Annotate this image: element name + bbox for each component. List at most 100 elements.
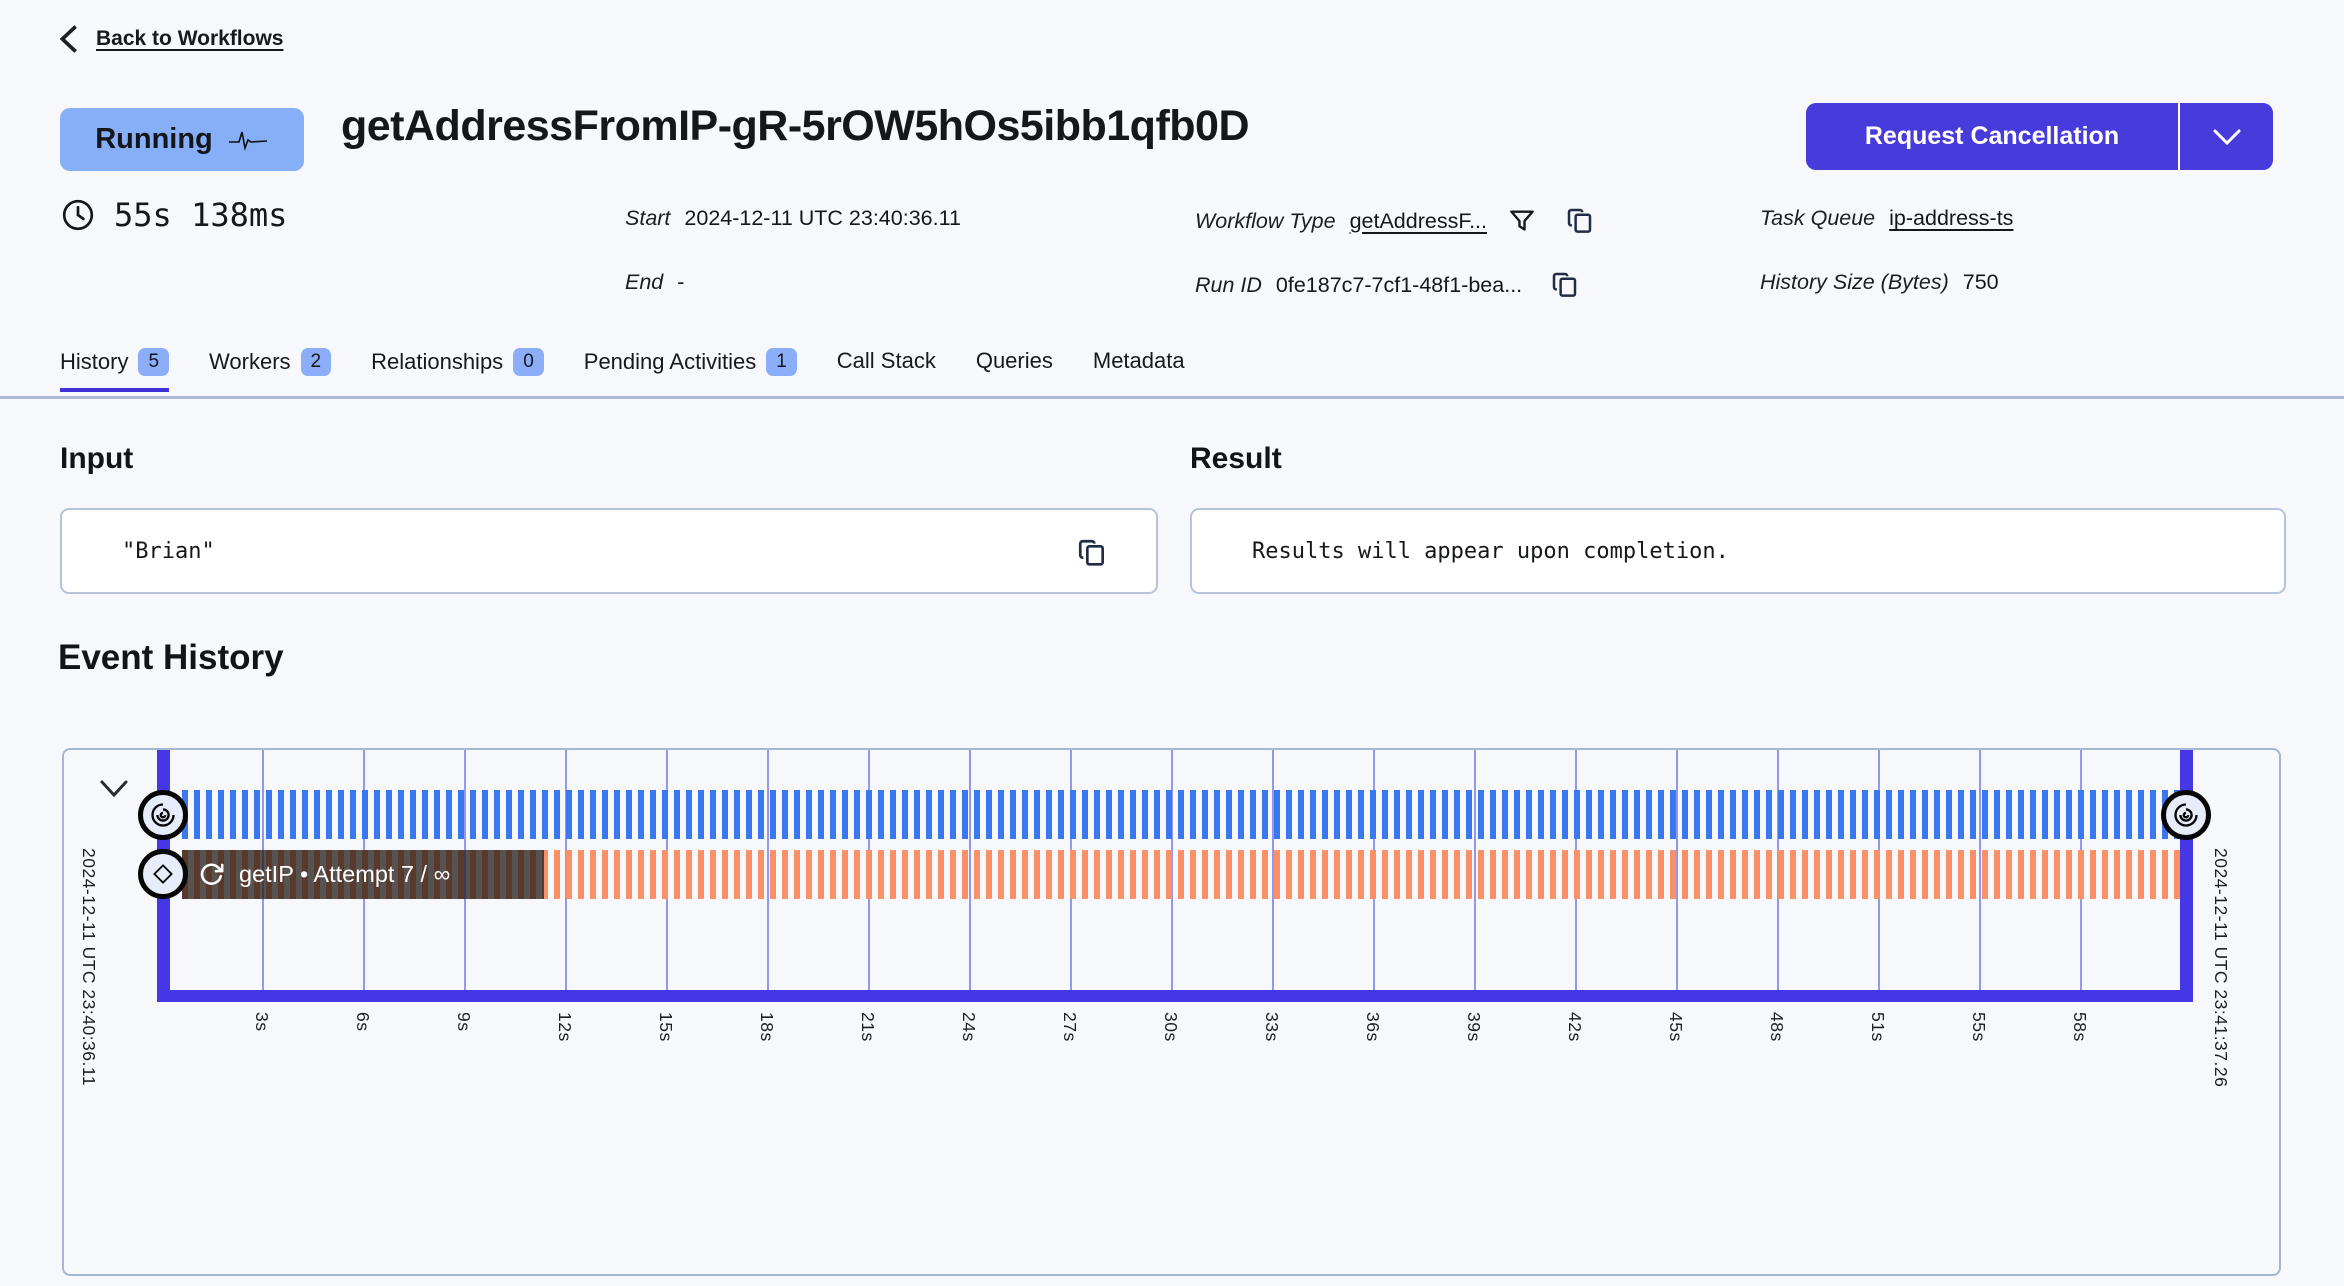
status-label: Running: [95, 123, 213, 155]
tab-call-stack[interactable]: Call Stack: [837, 348, 936, 386]
button-divider: [2178, 103, 2180, 170]
tab-count-badge: 0: [513, 348, 544, 376]
result-heading: Result: [1190, 442, 1282, 475]
end-time-row: End -: [625, 270, 684, 295]
spiral-icon: [151, 803, 175, 827]
cancellation-menu-toggle[interactable]: [2180, 103, 2273, 170]
spiral-icon: [2174, 803, 2198, 827]
axis-tick-label: 3s: [252, 1012, 272, 1032]
input-heading: Input: [60, 442, 134, 475]
end-value: -: [677, 270, 685, 294]
axis-tick-label: 6s: [353, 1012, 373, 1032]
tab-count-badge: 2: [300, 348, 332, 376]
workflow-type-label: Workflow Type: [1195, 208, 1336, 233]
heartbeat-icon: [228, 131, 267, 151]
tab-workers[interactable]: Workers 2: [209, 348, 332, 388]
axis-tick-label: 30s: [1161, 1012, 1181, 1042]
start-time-row: Start 2024-12-11 UTC 23:40:36.11: [625, 206, 961, 231]
event-history-heading: Event History: [58, 638, 284, 677]
activity-label[interactable]: getIP • Attempt 7 / ∞: [182, 850, 544, 899]
tab-label: Relationships: [371, 349, 504, 374]
execution-duration: 55s 138ms: [60, 196, 287, 234]
chevron-down-icon: [100, 780, 128, 798]
history-size-row: History Size (Bytes) 750: [1760, 270, 1999, 295]
chevron-down-icon: [2213, 129, 2240, 145]
copy-input-icon[interactable]: [1076, 537, 1108, 569]
workflow-current-node[interactable]: [2161, 790, 2211, 840]
collapse-timeline-button[interactable]: [98, 778, 130, 805]
tab-queries[interactable]: Queries: [976, 348, 1053, 386]
tab-count-badge: 1: [766, 348, 797, 376]
input-value: "Brian": [122, 538, 215, 564]
axis-tick-label: 51s: [1868, 1012, 1888, 1042]
axis-tick-label: 9s: [454, 1012, 474, 1032]
axis-tick-label: 12s: [555, 1012, 575, 1042]
tab-label: Metadata: [1092, 348, 1185, 373]
tab-pending-activities[interactable]: Pending Activities 1: [584, 348, 797, 388]
workflow-type-link[interactable]: getAddressF...: [1349, 208, 1488, 233]
result-box: Results will appear upon completion.: [1190, 508, 2286, 594]
workflow-start-node[interactable]: [138, 790, 188, 840]
request-cancellation-label[interactable]: Request Cancellation: [1864, 122, 2120, 150]
workflow-type-row: Workflow Type getAddressF...: [1195, 206, 1595, 236]
tabs-row: History 5 Workers 2 Relationships 0 Pending Ac…: [60, 348, 1185, 392]
axis-tick-label: 27s: [1060, 1012, 1080, 1042]
axis-tick-label: 55s: [1969, 1012, 1989, 1042]
activity-label-text: getIP • Attempt 7 / ∞: [239, 861, 451, 887]
tab-relationships[interactable]: Relationships 0: [371, 348, 544, 388]
tab-label: Workers: [209, 349, 291, 374]
tab-history[interactable]: History 5: [60, 348, 170, 392]
run-id-row: Run ID 0fe187c7-7cf1-48f1-bea...: [1195, 270, 1580, 300]
axis-tick-label: 21s: [858, 1012, 878, 1042]
axis-tick-label: 39s: [1464, 1012, 1484, 1042]
clock-icon: [62, 199, 94, 231]
input-box: "Brian": [60, 508, 1158, 594]
request-cancellation-button[interactable]: Request Cancellation: [1806, 103, 2273, 170]
history-size-value: 750: [1962, 270, 1999, 294]
axis-tick-label: 24s: [959, 1012, 979, 1042]
tab-label: History: [60, 349, 129, 374]
run-id-label: Run ID: [1195, 272, 1262, 297]
workflow-title: getAddressFromIP-gR-5rOW5hOs5ibb1qfb0D: [341, 102, 1250, 150]
filter-icon[interactable]: [1507, 206, 1537, 236]
end-label: End: [625, 270, 664, 294]
start-value: 2024-12-11 UTC 23:40:36.11: [684, 206, 961, 230]
event-history-timeline: getIP • Attempt 7 / ∞ 2024-12-11 UTC 23:…: [62, 748, 2281, 1276]
axis-tick-label: 58s: [2070, 1012, 2090, 1042]
tab-count-badge: 5: [138, 348, 170, 376]
back-link-label: Back to Workflows: [96, 27, 284, 50]
history-size-label: History Size (Bytes): [1760, 270, 1949, 294]
tabs-divider: [0, 396, 2344, 399]
copy-run-id-icon[interactable]: [1550, 270, 1580, 300]
task-queue-row: Task Queue ip-address-ts: [1760, 206, 2013, 231]
workflow-heartbeat-track[interactable]: [182, 790, 2180, 839]
status-badge: Running: [60, 108, 304, 171]
tab-label: Call Stack: [836, 348, 936, 373]
timeline-start-timestamp: 2024-12-11 UTC 23:40:36.11: [79, 848, 99, 1087]
axis-tick-label: 42s: [1565, 1012, 1585, 1042]
task-queue-link[interactable]: ip-address-ts: [1889, 206, 2014, 230]
axis-tick-label: 33s: [1262, 1012, 1282, 1042]
duration-value: 55s 138ms: [114, 196, 288, 234]
retry-icon: [200, 863, 224, 885]
axis-tick-label: 15s: [656, 1012, 676, 1042]
axis-tick-label: 48s: [1767, 1012, 1787, 1042]
result-value: Results will appear upon completion.: [1252, 538, 1729, 564]
axis-tick-label: 18s: [757, 1012, 777, 1042]
chevron-left-icon: [59, 25, 77, 53]
back-to-workflows-link[interactable]: Back to Workflows: [58, 24, 283, 54]
run-id-value: 0fe187c7-7cf1-48f1-bea...: [1275, 272, 1523, 297]
start-label: Start: [625, 206, 671, 230]
copy-workflow-type-icon[interactable]: [1565, 206, 1595, 236]
timeline-baseline-bar: [157, 990, 2193, 1002]
timeline-end-bar: [2180, 750, 2193, 1002]
axis-tick-label: 36s: [1363, 1012, 1383, 1042]
timeline-end-timestamp: 2024-12-11 UTC 23:41:37.26: [2211, 848, 2231, 1088]
axis-tick-label: 45s: [1666, 1012, 1686, 1042]
diamond-icon: [153, 864, 173, 884]
task-queue-label: Task Queue: [1760, 206, 1876, 230]
tab-label: Pending Activities: [583, 349, 757, 374]
tab-metadata[interactable]: Metadata: [1093, 348, 1185, 386]
activity-node[interactable]: [138, 849, 188, 899]
